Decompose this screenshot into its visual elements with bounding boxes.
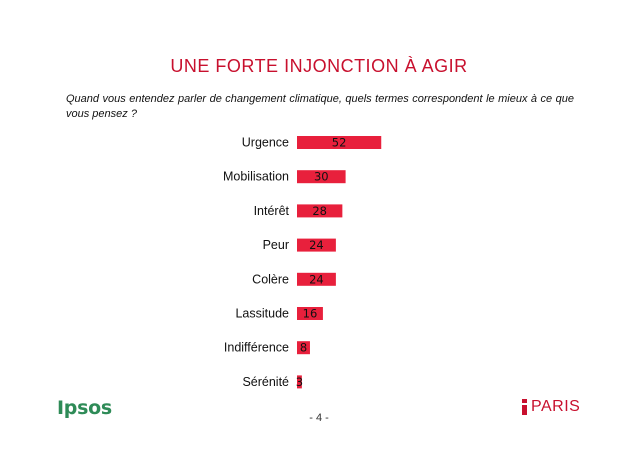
page-title: UNE FORTE INJONCTION À AGIR (170, 56, 468, 76)
bar (297, 170, 346, 184)
data-label: 30 (314, 170, 329, 184)
paris-label: PARIS (531, 398, 581, 415)
bar (297, 238, 336, 252)
ipsos-logo: Ipsos (57, 397, 112, 419)
category-label: Colère (252, 272, 289, 286)
data-label: 8 (300, 341, 307, 355)
data-label: 16 (303, 307, 318, 321)
category-label: Peur (263, 238, 289, 252)
category-label: Mobilisation (223, 170, 289, 184)
bar (297, 272, 336, 286)
category-label: Indifférence (224, 341, 289, 355)
category-label: Sérénité (242, 375, 289, 389)
data-label: 3 (296, 375, 303, 389)
survey-question: Quand vous entendez parler de changement… (66, 93, 574, 120)
bar (297, 136, 382, 149)
page-number: - 4 - (309, 412, 329, 424)
bar (297, 204, 343, 218)
bar (297, 341, 310, 355)
data-label: 24 (309, 238, 324, 252)
data-label: 24 (309, 272, 324, 286)
bar (297, 307, 323, 320)
category-label: Intérêt (254, 204, 290, 218)
data-label: 52 (332, 136, 347, 150)
category-label: Lassitude (235, 307, 289, 321)
paris-mark-icon (522, 399, 527, 415)
bar (297, 375, 302, 389)
data-label: 28 (312, 204, 327, 218)
category-label: Urgence (242, 136, 289, 150)
paris-logo: PARIS (522, 398, 580, 416)
